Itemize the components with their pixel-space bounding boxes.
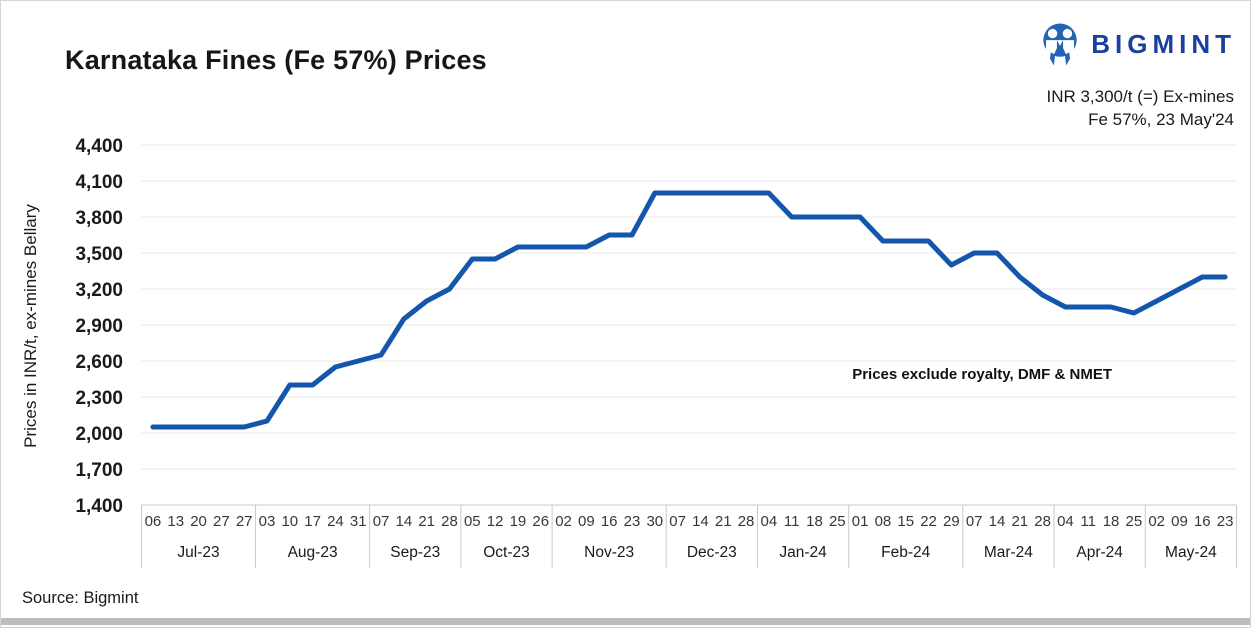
- bottom-bar: [1, 618, 1250, 625]
- x-tick-month: Mar-24: [984, 544, 1033, 561]
- x-tick-day: 16: [601, 513, 618, 530]
- x-tick-month: Oct-23: [483, 544, 530, 561]
- x-tick-day: 04: [1057, 513, 1074, 530]
- x-tick-day: 07: [966, 513, 983, 530]
- x-tick-month: Feb-24: [881, 544, 930, 561]
- x-tick-day: 28: [1034, 513, 1051, 530]
- x-tick-day: 23: [624, 513, 641, 530]
- y-tick-label: 3,500: [75, 244, 123, 265]
- bigmint-logo-icon: [1043, 23, 1077, 66]
- x-tick-day: 18: [1103, 513, 1120, 530]
- y-tick-label: 1,400: [75, 496, 123, 517]
- x-tick-day: 25: [1126, 513, 1143, 530]
- x-tick-day: 07: [373, 513, 390, 530]
- x-tick-day: 09: [578, 513, 595, 530]
- price-line: [150, 190, 1228, 430]
- y-tick-label: 4,100: [75, 172, 123, 193]
- x-tick-day: 14: [396, 513, 413, 530]
- x-tick-day: 07: [669, 513, 686, 530]
- x-tick-day: 25: [829, 513, 846, 530]
- source-note: Source: Bigmint: [22, 589, 139, 607]
- x-tick-month: Jul-23: [177, 544, 219, 561]
- y-tick-label: 4,400: [75, 136, 123, 157]
- brand-wordmark: BIGMINT: [1091, 29, 1236, 59]
- x-tick-day: 23: [1217, 513, 1234, 530]
- x-tick-day: 14: [692, 513, 709, 530]
- price-callout-line2: Fe 57%, 23 May'24: [1088, 110, 1234, 130]
- x-tick-day: 12: [487, 513, 504, 530]
- x-tick-day: 14: [989, 513, 1006, 530]
- x-tick-day: 20: [190, 513, 207, 530]
- x-tick-day: 21: [418, 513, 435, 530]
- y-tick-label: 2,900: [75, 316, 123, 337]
- x-tick-day: 26: [532, 513, 549, 530]
- brand-logo: BIGMINT: [1039, 21, 1236, 68]
- y-tick-label: 2,000: [75, 424, 123, 445]
- x-tick-day: 27: [236, 513, 253, 530]
- y-tick-label: 2,300: [75, 388, 123, 409]
- x-tick-month: Nov-23: [584, 544, 634, 561]
- price-callout-line1: INR 3,300/t (=) Ex-mines: [1046, 87, 1234, 106]
- x-tick-day: 10: [281, 513, 298, 530]
- x-tick-day: 19: [510, 513, 527, 530]
- x-tick-day: 29: [943, 513, 960, 530]
- x-tick-month: Dec-23: [687, 544, 737, 561]
- x-tick-day: 17: [304, 513, 321, 530]
- x-tick-month: Jan-24: [779, 544, 827, 561]
- x-tick-day: 09: [1171, 513, 1188, 530]
- x-tick-day: 03: [259, 513, 276, 530]
- x-tick-day: 06: [145, 513, 162, 530]
- x-tick-month: Sep-23: [390, 544, 440, 561]
- x-tick-day: 18: [806, 513, 823, 530]
- x-tick-day: 30: [646, 513, 663, 530]
- x-tick-month: May-24: [1165, 544, 1217, 561]
- y-tick-label: 3,800: [75, 208, 123, 229]
- x-tick-day: 02: [1148, 513, 1165, 530]
- x-tick-day: 16: [1194, 513, 1211, 530]
- x-tick-day: 21: [1011, 513, 1028, 530]
- x-tick-day: 02: [555, 513, 572, 530]
- y-tick-label: 1,700: [75, 460, 123, 481]
- price-callout: INR 3,300/t (=) Ex-mines Fe 57%, 23 May'…: [1046, 85, 1234, 132]
- x-tick-day: 21: [715, 513, 732, 530]
- x-tick-day: 13: [167, 513, 184, 530]
- x-tick-day: 04: [761, 513, 778, 530]
- y-tick-label: 2,600: [75, 352, 123, 373]
- x-tick-day: 05: [464, 513, 481, 530]
- x-tick-day: 27: [213, 513, 230, 530]
- x-tick-day: 11: [784, 513, 800, 530]
- x-tick-day: 28: [441, 513, 458, 530]
- x-tick-day: 28: [738, 513, 755, 530]
- annotation-note: Prices exclude royalty, DMF & NMET: [852, 366, 1112, 383]
- x-tick-day: 15: [897, 513, 914, 530]
- x-tick-day: 31: [350, 513, 367, 530]
- x-tick-month: Aug-23: [288, 544, 338, 561]
- x-tick-day: 08: [875, 513, 892, 530]
- chart-title: Karnataka Fines (Fe 57%) Prices: [65, 45, 487, 75]
- x-tick-day: 01: [852, 513, 869, 530]
- x-tick-month: Apr-24: [1076, 544, 1123, 561]
- x-tick-day: 22: [920, 513, 937, 530]
- x-tick-day: 11: [1080, 513, 1096, 530]
- y-tick-label: 3,200: [75, 280, 123, 301]
- x-tick-day: 24: [327, 513, 344, 530]
